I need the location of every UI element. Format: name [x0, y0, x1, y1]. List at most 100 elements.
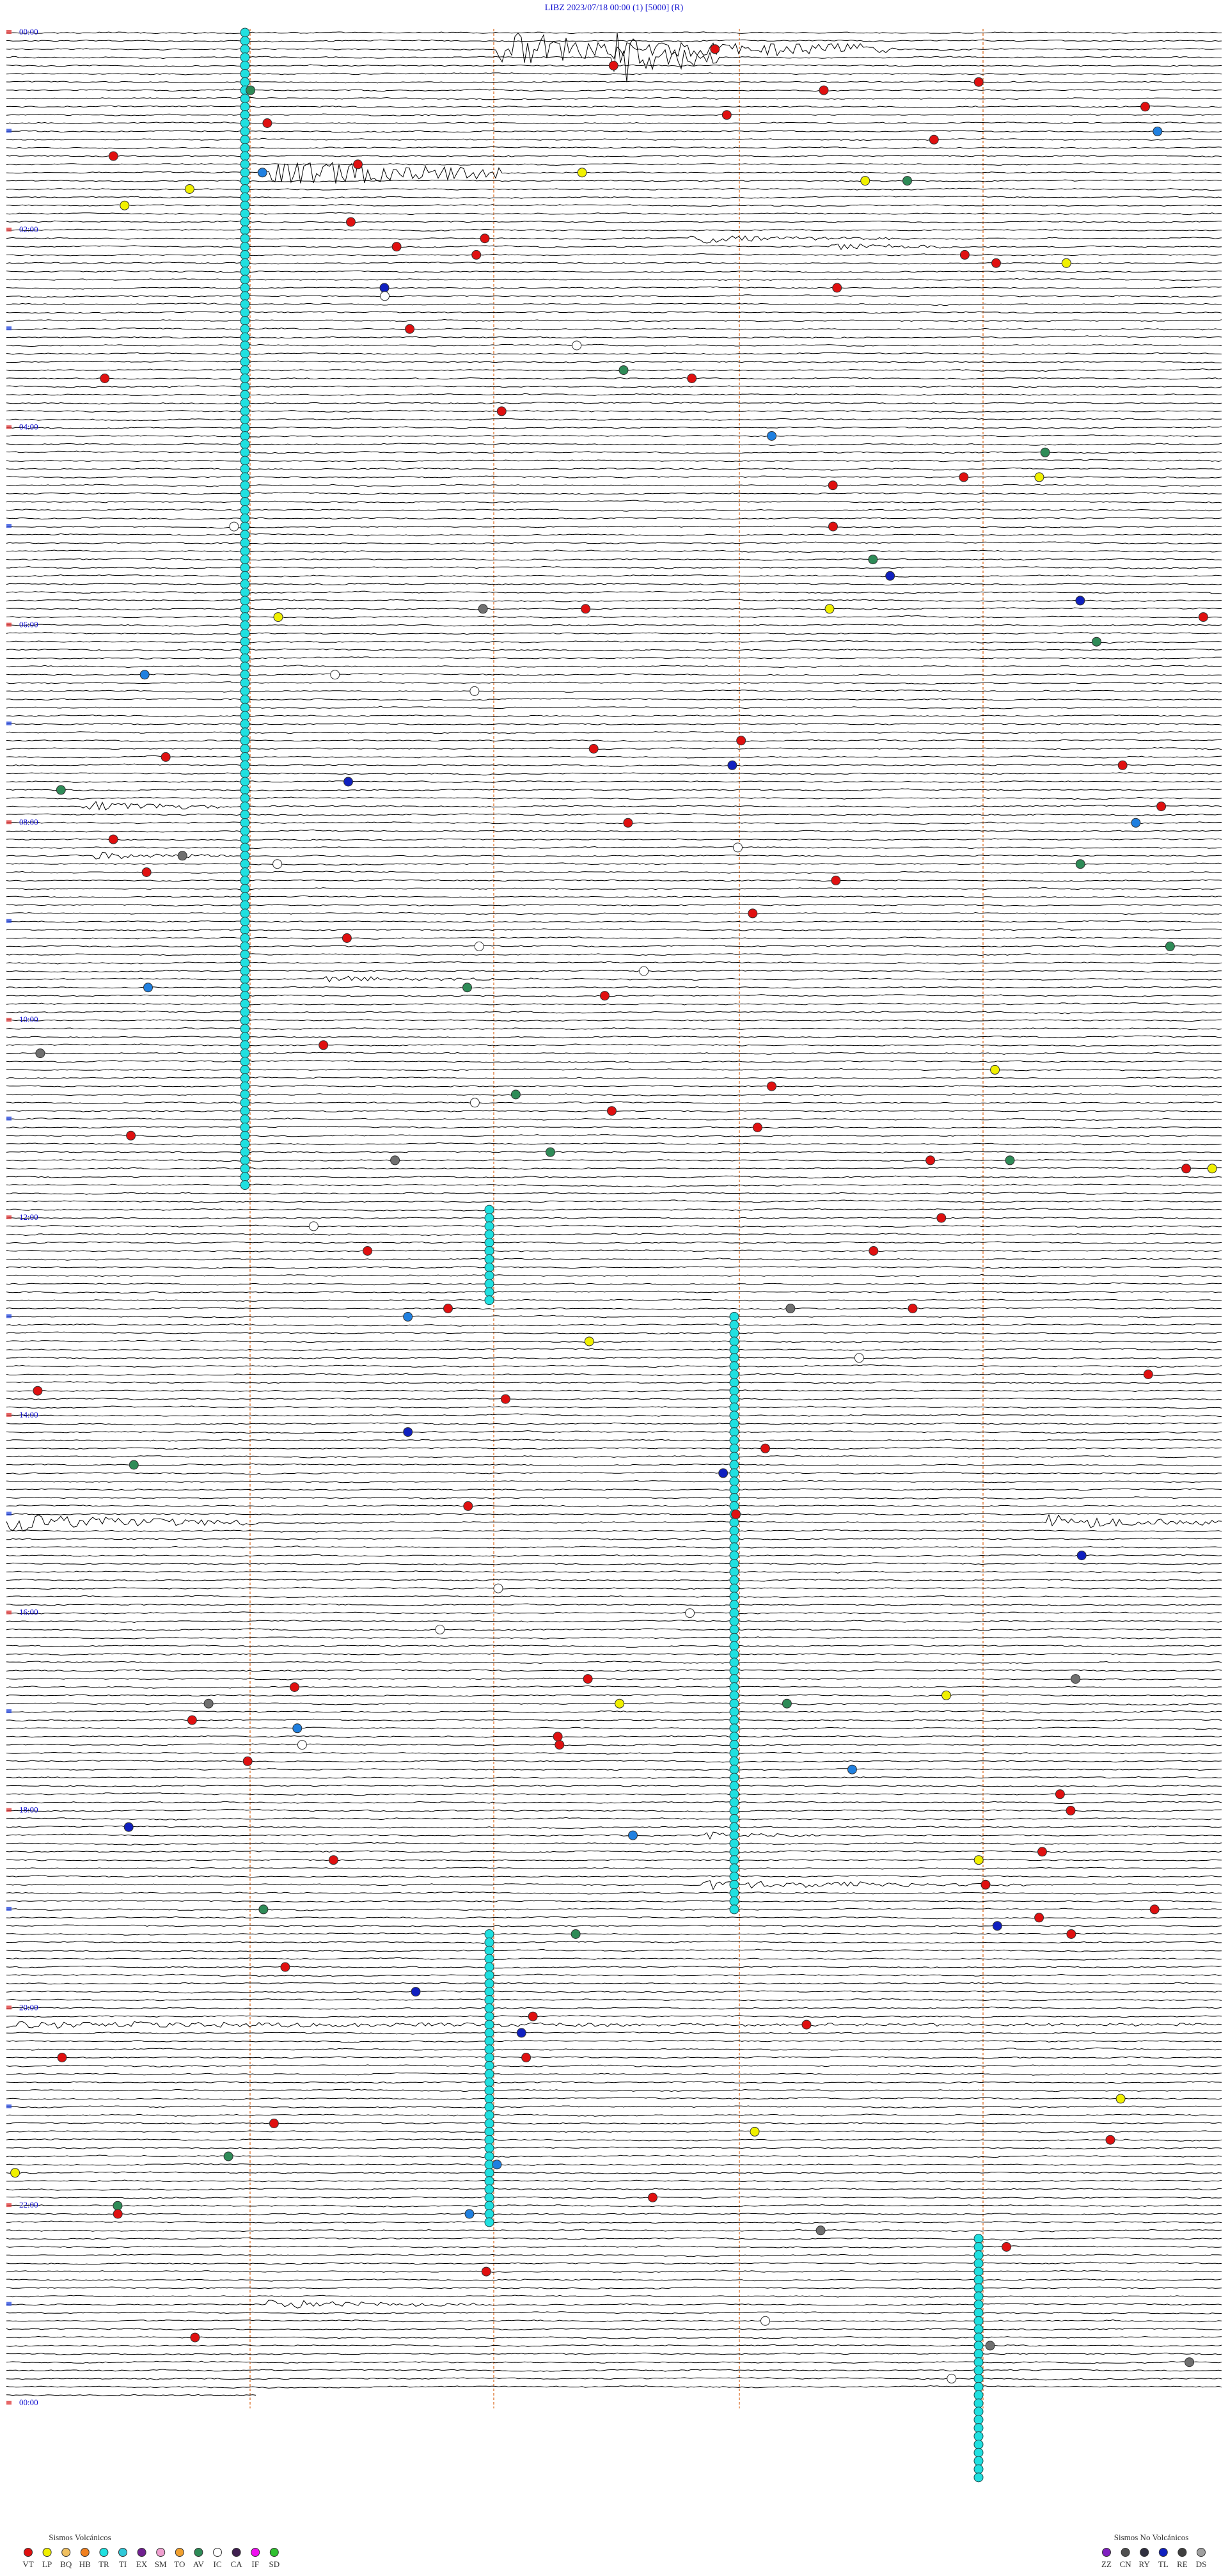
trace	[6, 607, 1222, 611]
event-dot	[240, 571, 250, 581]
trace	[6, 1356, 1222, 1360]
event-dot	[262, 118, 272, 128]
trace	[6, 402, 1222, 405]
trace	[6, 1068, 1222, 1071]
trace	[6, 549, 1222, 553]
trace	[6, 32, 1222, 63]
trace	[6, 1052, 1222, 1055]
event-dot	[113, 2209, 123, 2219]
event-dot	[297, 1740, 307, 1750]
trace	[6, 377, 1222, 380]
event-dot	[929, 134, 939, 145]
legend-code: CA	[231, 2559, 243, 2569]
event-dot	[767, 431, 777, 441]
trace	[6, 105, 1222, 109]
trace	[6, 2220, 1222, 2224]
event-dot	[484, 2094, 494, 2104]
trace	[6, 871, 1222, 874]
event-dot	[240, 274, 250, 285]
trace	[6, 1348, 1222, 1352]
trace	[6, 1924, 1222, 1927]
trace	[6, 1735, 1222, 1739]
trace	[6, 976, 1222, 983]
trace	[6, 360, 1222, 364]
event-dot	[973, 1855, 984, 1865]
event-dot	[240, 365, 250, 375]
event-dot	[240, 744, 250, 754]
event-dot	[729, 1715, 739, 1725]
trace	[6, 303, 1222, 306]
hour-marker	[6, 1709, 12, 1714]
event-dot	[246, 85, 256, 95]
event-dot	[240, 283, 250, 293]
event-dot	[729, 1789, 739, 1799]
event-dot	[1156, 802, 1167, 812]
trace	[6, 780, 1222, 783]
trace	[6, 113, 1222, 116]
trace	[6, 1867, 1222, 1870]
event-dot	[980, 1879, 991, 1890]
time-label: 02:00	[19, 225, 38, 234]
event-dot	[143, 983, 153, 993]
event-dot	[990, 1064, 1000, 1075]
trace	[6, 1512, 1222, 1516]
event-dot	[782, 1698, 792, 1709]
event-dot	[10, 2168, 20, 2178]
legend-code: SM	[155, 2559, 167, 2569]
event-dot	[484, 2176, 494, 2186]
event-dot	[484, 1995, 494, 2005]
legend-swatch	[80, 2548, 90, 2557]
event-dot	[729, 1476, 739, 1487]
event-dot	[729, 1451, 739, 1462]
event-dot	[290, 1682, 299, 1692]
trace	[6, 2114, 1222, 2117]
event-dot	[187, 1715, 197, 1725]
event-dot	[484, 2028, 494, 2038]
event-dot	[902, 176, 912, 186]
event-dot	[258, 1904, 269, 1915]
event-dot	[379, 283, 390, 293]
event-dot	[469, 686, 480, 696]
trace	[6, 1397, 1222, 1401]
event-dot	[240, 793, 250, 803]
trace	[6, 1776, 1222, 1780]
trace	[6, 228, 1222, 232]
trace	[6, 1677, 1222, 1680]
event-dot	[687, 374, 697, 383]
trace	[6, 715, 1222, 718]
event-dot	[240, 538, 250, 548]
trace	[6, 1982, 1222, 1985]
event-dot	[727, 760, 737, 770]
event-dot	[484, 1262, 494, 1272]
trace	[6, 1389, 1222, 1393]
event-dot	[484, 1987, 494, 1997]
event-dot	[471, 249, 482, 260]
trace	[6, 1578, 1222, 1582]
event-dot	[973, 2234, 984, 2244]
trace	[6, 1915, 1222, 1920]
trace	[6, 500, 1222, 503]
legend-code: AV	[193, 2559, 205, 2569]
event-dot	[729, 1748, 739, 1758]
event-dot	[240, 472, 250, 482]
trace	[6, 1125, 1222, 1130]
event-dot	[828, 521, 838, 532]
event-dot	[240, 694, 250, 704]
event-dot	[729, 1698, 739, 1709]
event-dot	[729, 1336, 739, 1347]
event-dot	[618, 365, 629, 375]
trace	[6, 434, 1222, 438]
event-dot	[240, 958, 250, 968]
trace	[6, 2179, 1222, 2183]
trace	[6, 1043, 1222, 1047]
event-dot	[973, 2275, 984, 2285]
event-dot	[240, 1007, 250, 1017]
event-dot	[240, 1064, 250, 1075]
event-dot	[240, 719, 250, 729]
event-dot	[469, 1098, 480, 1108]
event-dot	[729, 1311, 739, 1322]
trace	[6, 1076, 1222, 1080]
trace	[6, 2245, 1222, 2248]
trace	[6, 467, 1222, 471]
